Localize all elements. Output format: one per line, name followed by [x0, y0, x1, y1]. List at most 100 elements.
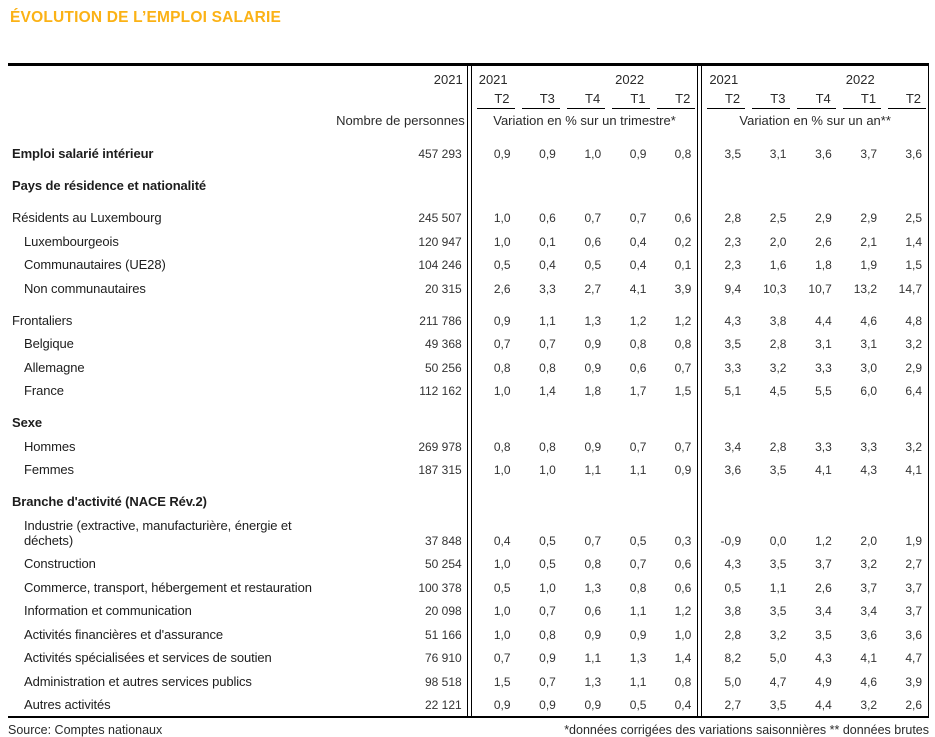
table-row: Construction 50 254 1,0 0,5 0,8 0,7 0,6 4,3 3,5 3… [8, 551, 929, 576]
row-annual-value: 1,9 [905, 533, 922, 548]
column-divider [697, 378, 703, 403]
quarter-header: T2 [888, 91, 926, 110]
column-divider [697, 109, 703, 135]
row-annual-value: 4,6 [860, 674, 878, 689]
row-quarter-value: 0,9 [539, 147, 556, 162]
column-divider [466, 598, 472, 623]
row-label: Emploi salarié intérieur [12, 146, 154, 162]
row-quarter-value: 1,0 [539, 463, 556, 478]
row-count: 76 910 [425, 651, 462, 666]
column-divider [697, 89, 703, 110]
row-annual-value: 4,4 [815, 313, 832, 328]
row-annual-value: 1,4 [905, 234, 922, 249]
row-annual-value: 2,7 [905, 557, 922, 572]
row-annual-value: 3,5 [769, 463, 787, 478]
column-divider [466, 692, 472, 718]
row-annual-value: 3,7 [815, 557, 832, 572]
row-quarter-value: 0,7 [493, 337, 511, 352]
row-quarter-value: 0,6 [539, 211, 556, 226]
row-annual-value: 1,8 [815, 258, 832, 273]
column-divider [697, 331, 703, 356]
column-divider [466, 551, 472, 576]
row-count: 457 293 [418, 147, 462, 162]
row-annual-value: 3,6 [724, 463, 742, 478]
row-annual-value: 3,2 [860, 557, 878, 572]
row-quarter-value: 1,0 [584, 147, 602, 162]
table-row: Activités spécialisées et services de so… [8, 645, 929, 670]
header-years-row: 2021 2021 2022 2021 2022 [8, 64, 929, 90]
row-quarter-value: 2,7 [584, 281, 602, 296]
row-annual-value [838, 402, 883, 434]
row-quarter-value: 1,7 [629, 384, 647, 399]
row-annual-value: 3,2 [860, 698, 878, 713]
row-annual-value [792, 165, 837, 197]
row-quarter-value: 1,5 [674, 384, 692, 399]
quarter-header: T4 [566, 91, 606, 110]
row-quarter-value: 1,1 [539, 313, 556, 328]
row-label: Communautaires (UE28) [24, 257, 166, 273]
row-quarter-value: 0,7 [539, 674, 556, 689]
row-annual-value: 3,3 [815, 360, 832, 375]
row-quarter-value: 0,7 [674, 439, 692, 454]
group1-measure-header: Variation en % sur un trimestre* [493, 113, 676, 129]
row-annual-value: 2,9 [815, 211, 832, 226]
row-quarter-value: 1,3 [584, 580, 602, 595]
row-annual-value: 10,3 [763, 281, 787, 296]
row-count: 112 162 [419, 384, 462, 399]
row-annual-value: 3,5 [769, 557, 787, 572]
row-annual-value: 3,8 [724, 604, 742, 619]
table-row: Luxembourgeois 120 947 1,0 0,1 0,6 0,4 0,2 2,3 2… [8, 229, 929, 253]
row-annual-value: 3,3 [815, 439, 832, 454]
row-label: Résidents au Luxembourg [12, 210, 162, 226]
row-label: Sexe [12, 415, 42, 431]
row-quarter-value: 0,7 [674, 360, 692, 375]
row-label: Activités financières et d'assurance [24, 626, 224, 642]
row-annual-value: 0,5 [724, 580, 742, 595]
column-divider [466, 645, 472, 670]
row-annual-value: 4,3 [860, 463, 878, 478]
quarter-header: T2 [476, 91, 515, 110]
row-label: Commerce, transport, hébergement et rest… [24, 579, 312, 595]
row-count: 211 786 [419, 313, 462, 328]
row-quarter-value: 1,5 [493, 674, 511, 689]
row-count: 269 978 [418, 439, 462, 454]
group2-year-2021: 2021 [709, 72, 739, 88]
column-divider [697, 276, 703, 300]
column-divider [466, 513, 472, 552]
group1-year-2021: 2021 [478, 72, 508, 88]
row-count: 104 246 [418, 258, 462, 273]
column-divider [466, 457, 472, 482]
column-divider [466, 575, 472, 599]
row-annual-value: 3,5 [815, 627, 832, 642]
header-measures-row: Nombre de personnes Variation en % sur u… [8, 109, 929, 135]
row-annual-value: 1,5 [905, 258, 922, 273]
row-annual-value: 3,5 [724, 337, 742, 352]
column-divider [466, 229, 472, 253]
row-annual-value: 3,4 [724, 439, 742, 454]
row-annual-value [702, 402, 747, 434]
column-divider [697, 481, 703, 514]
row-annual-value: 4,5 [769, 384, 787, 399]
row-annual-value: 2,0 [860, 533, 878, 548]
row-quarter-value: 0,7 [584, 533, 602, 548]
column-divider [466, 109, 472, 135]
row-annual-value: 2,1 [860, 234, 878, 249]
row-annual-value: 2,9 [905, 360, 922, 375]
row-quarter-value: 0,5 [539, 533, 556, 548]
column-divider [466, 252, 472, 277]
row-quarter-value: 1,0 [674, 627, 692, 642]
header-quarters-row: T2 T3 T4 T1 T2 T2 T3 T4 T1 T2 [8, 89, 929, 110]
row-quarter-value: 1,1 [629, 463, 647, 478]
row-quarter-value: 0,8 [674, 147, 692, 162]
column-divider [697, 402, 703, 435]
row-quarter-value: 1,3 [629, 651, 647, 666]
row-quarter-value: 0,9 [584, 360, 602, 375]
row-quarter-value: 0,7 [539, 337, 556, 352]
row-count: 20 098 [425, 604, 462, 619]
row-annual-value: 3,4 [815, 604, 832, 619]
row-annual-value: 2,6 [815, 580, 832, 595]
table-row: Commerce, transport, hébergement et rest… [8, 575, 929, 599]
quarter-header: T3 [521, 91, 560, 110]
row-quarter-value: 0,4 [674, 698, 692, 713]
table-row: Autres activités 22 121 0,9 0,9 0,9 0,5 0,4 2,7… [8, 692, 929, 718]
